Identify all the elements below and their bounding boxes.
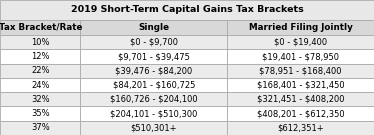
Text: \$510,301+: \$510,301+	[131, 123, 177, 132]
Bar	[0, 64, 80, 78]
Bar	[80, 92, 227, 107]
Text: \$19,401 - \$78,950: \$19,401 - \$78,950	[262, 52, 339, 61]
Bar	[80, 107, 227, 121]
Text: \$0 - \$9,700: \$0 - \$9,700	[130, 38, 178, 47]
Bar	[80, 49, 227, 64]
Bar	[80, 121, 227, 135]
Text: \$168,401 - \$321,450: \$168,401 - \$321,450	[257, 81, 344, 90]
Bar	[227, 78, 374, 92]
Bar	[0, 20, 80, 35]
Text: \$204,101 - \$510,300: \$204,101 - \$510,300	[110, 109, 197, 118]
Bar	[227, 64, 374, 78]
Bar	[0, 92, 80, 107]
Text: \$0 - \$19,400: \$0 - \$19,400	[274, 38, 327, 47]
Text: 24%: 24%	[31, 81, 49, 90]
Bar	[0, 49, 80, 64]
Text: 35%: 35%	[31, 109, 49, 118]
Text: 2019 Short-Term Capital Gains Tax Brackets: 2019 Short-Term Capital Gains Tax Bracke…	[71, 5, 303, 14]
Bar	[0, 0, 374, 20]
Text: 32%: 32%	[31, 95, 49, 104]
Bar	[227, 20, 374, 35]
Bar	[80, 64, 227, 78]
Bar	[0, 78, 80, 92]
Text: Married Filing Jointly: Married Filing Jointly	[249, 23, 353, 32]
Bar	[227, 107, 374, 121]
Text: \$321,451 - \$408,200: \$321,451 - \$408,200	[257, 95, 344, 104]
Text: 37%: 37%	[31, 123, 50, 132]
Text: \$408,201 - \$612,350: \$408,201 - \$612,350	[257, 109, 344, 118]
Text: \$160,726 - \$204,100: \$160,726 - \$204,100	[110, 95, 197, 104]
Text: Tax Bracket/Rate: Tax Bracket/Rate	[0, 23, 82, 32]
Text: \$612,351+: \$612,351+	[277, 123, 324, 132]
Bar	[227, 121, 374, 135]
Text: \$84,201 - \$160,725: \$84,201 - \$160,725	[113, 81, 195, 90]
Bar	[80, 20, 227, 35]
Bar	[0, 35, 80, 49]
Text: \$39,476 - \$84,200: \$39,476 - \$84,200	[115, 66, 193, 75]
Text: 12%: 12%	[31, 52, 49, 61]
Bar	[0, 121, 80, 135]
Bar	[80, 35, 227, 49]
Bar	[227, 35, 374, 49]
Text: 22%: 22%	[31, 66, 49, 75]
Text: \$78,951 - \$168,400: \$78,951 - \$168,400	[259, 66, 342, 75]
Text: 10%: 10%	[31, 38, 49, 47]
Bar	[227, 92, 374, 107]
Bar	[227, 49, 374, 64]
Text: \$9,701 - \$39,475: \$9,701 - \$39,475	[118, 52, 190, 61]
Bar	[0, 107, 80, 121]
Text: Single: Single	[138, 23, 169, 32]
Bar	[80, 78, 227, 92]
